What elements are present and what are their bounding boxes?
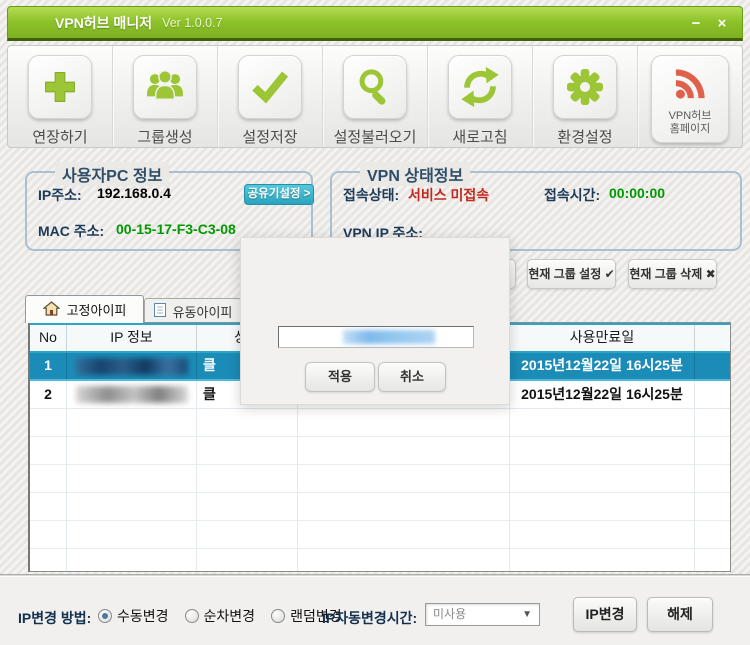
radio-random-change-label: 랜덤변경: [290, 608, 342, 624]
window-version: Ver 1.0.0.7: [162, 15, 223, 30]
empty-row: [30, 465, 730, 493]
pc-info-legend: 사용자PC 정보: [55, 162, 170, 186]
ip-change-method-label: IP변경 방법:: [18, 610, 92, 626]
chevron-down-icon: ▼: [522, 609, 532, 620]
ip-change-button[interactable]: IP변경: [573, 597, 637, 632]
homepage-label-line2: 홈페이지: [669, 123, 711, 135]
preferences-button[interactable]: 환경설정: [533, 46, 638, 147]
radio-manual-change[interactable]: [98, 609, 112, 623]
row2-no: 2: [30, 381, 67, 408]
vpn-status-legend: VPN 상태정보: [360, 162, 471, 186]
delete-current-group-button[interactable]: 현재 그룹 삭제 ✖: [628, 259, 717, 289]
x-small-icon: ✖: [705, 267, 716, 281]
row1-no: 1: [30, 353, 67, 379]
close-button[interactable]: ×: [717, 15, 727, 32]
document-icon: [153, 302, 166, 320]
gear-icon: [553, 55, 617, 119]
load-settings-label: 설정불러오기: [333, 129, 417, 146]
check-icon: [238, 55, 302, 119]
window-title: VPN허브 매니저: [55, 14, 153, 31]
refresh-icon: [448, 55, 512, 119]
ip-change-method-radios: 수동변경 순차변경 랜덤변경: [98, 606, 358, 626]
row1-expiry: 2015년12월22일 16시25분: [510, 353, 695, 379]
router-settings-button[interactable]: 공유기설정 >: [244, 184, 314, 205]
group-setting-dialog: 적용 취소: [240, 237, 510, 405]
load-settings-button[interactable]: 설정불러오기: [323, 46, 428, 147]
row2-extra-cell: [695, 381, 730, 408]
mac-value: 00-15-17-F3-C3-08: [116, 221, 236, 237]
tab-fixed-ip-label: 고정아이피: [66, 303, 127, 318]
censored-ip: [75, 358, 188, 375]
bottom-separator: [0, 574, 750, 577]
radio-manual-change-label: 수동변경: [117, 608, 169, 624]
auto-change-time-dropdown[interactable]: 미사용 ▼: [425, 603, 540, 626]
homepage-label-line1: VPN허브: [668, 110, 712, 122]
radio-sequential-change-label: 순차변경: [203, 608, 256, 624]
tab-dynamic-ip-label: 유동아이피: [172, 304, 233, 320]
header-ip-info: IP 정보: [67, 325, 197, 351]
refresh-label: 새로고침: [452, 129, 508, 146]
extend-label: 연장하기: [32, 129, 88, 146]
search-icon: [343, 55, 407, 119]
header-extra: [695, 325, 730, 351]
dialog-text-input[interactable]: [278, 326, 474, 348]
set-current-group-label: 현재 그룹 설정: [528, 267, 602, 281]
ip-label: IP주소:: [38, 187, 82, 203]
release-button[interactable]: 해제: [647, 597, 713, 632]
save-settings-label: 설정저장: [242, 129, 298, 146]
conn-time-value: 00:00:00: [609, 185, 666, 201]
row2-expiry: 2015년12월22일 16시25분: [510, 381, 695, 408]
save-settings-button[interactable]: 설정저장: [218, 46, 323, 147]
censored-ip: [75, 386, 188, 403]
preferences-label: 환경설정: [557, 129, 613, 146]
empty-row: [30, 409, 730, 437]
plus-icon: [28, 55, 92, 119]
row1-extra-cell: [695, 353, 730, 379]
homepage-button[interactable]: VPN허브 홈페이지: [638, 46, 742, 147]
dropdown-selected-value: 미사용: [433, 607, 467, 621]
ip-value: 192.168.0.4: [97, 185, 171, 201]
conn-status-label: 접속상태:: [343, 187, 400, 203]
house-icon: [41, 300, 61, 319]
refresh-button[interactable]: 새로고침: [428, 46, 533, 147]
empty-row: [30, 493, 730, 521]
row2-ip-cell: [67, 381, 197, 408]
conn-status-value: 서비스 미접속: [408, 187, 490, 203]
set-current-group-button[interactable]: 현재 그룹 설정 ✔: [527, 259, 616, 289]
auto-change-time-label: IP자동변경시간:: [322, 610, 418, 626]
tab-dynamic-ip[interactable]: 유동아이피: [144, 298, 242, 323]
header-no: No: [30, 325, 67, 351]
cancel-button[interactable]: 취소: [378, 362, 446, 392]
apply-button[interactable]: 적용: [305, 362, 375, 392]
minimize-button[interactable]: −: [691, 15, 701, 32]
empty-row: [30, 521, 730, 549]
tab-fixed-ip[interactable]: 고정아이피: [25, 295, 144, 323]
delete-current-group-label: 현재 그룹 삭제: [629, 267, 703, 281]
check-small-icon: ✔: [604, 267, 615, 281]
create-group-button[interactable]: 그룹생성: [113, 46, 218, 147]
toolbar: 연장하기 그룹생성 설정저장 설정불: [7, 45, 743, 148]
conn-time-label: 접속시간:: [544, 187, 601, 203]
table-row[interactable]: 2 클 2015년12월22일 16시25분: [30, 381, 730, 409]
rss-icon: [672, 66, 708, 107]
extend-button[interactable]: 연장하기: [8, 46, 113, 147]
radio-random-change[interactable]: [271, 609, 286, 623]
pc-info-panel: 사용자PC 정보 IP주소: 192.168.0.4 공유기설정 > MAC 주…: [25, 162, 314, 251]
create-group-label: 그룹생성: [137, 129, 193, 146]
row1-ip-cell: [67, 353, 197, 379]
titlebar: VPN허브 매니저 Ver 1.0.0.7 − ×: [7, 6, 743, 41]
group-icon: [133, 55, 197, 119]
header-expiry: 사용만료일: [510, 325, 695, 351]
censored-input-value: [343, 330, 435, 344]
radio-sequential-change[interactable]: [184, 609, 199, 623]
empty-row: [30, 437, 730, 465]
empty-row: [30, 549, 730, 571]
mac-label: MAC 주소:: [38, 223, 105, 239]
